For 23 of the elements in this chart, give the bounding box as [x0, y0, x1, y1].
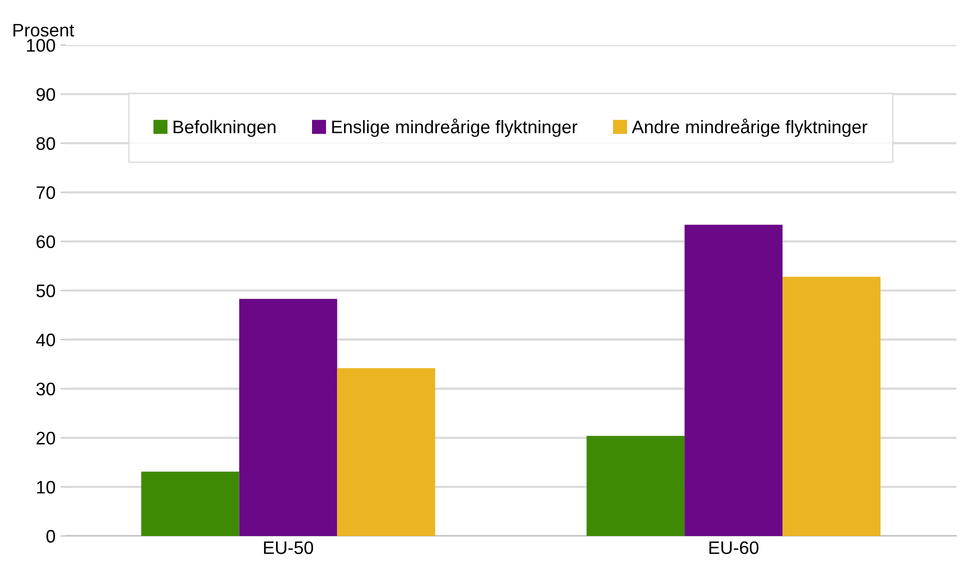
bar [239, 298, 338, 536]
y-axis-title: Prosent [14, 24, 74, 37]
y-tick-label: 50 [36, 284, 56, 298]
bar [782, 276, 881, 536]
y-tick-label: 70 [36, 186, 56, 200]
y-tick-label: 60 [36, 235, 56, 248]
x-tick-label: EU-60 [709, 541, 758, 554]
y-tick-label: 80 [36, 137, 56, 150]
x-tick-label: EU-50 [264, 541, 314, 554]
bar [141, 472, 240, 536]
y-tick-label: 20 [36, 432, 56, 445]
bar [684, 224, 783, 536]
y-tick-label: 90 [36, 88, 56, 101]
bar [586, 436, 685, 536]
legend-label: Enslige mindreårige flyktninger [332, 118, 578, 137]
bar [337, 368, 436, 536]
y-tick-label: 10 [37, 480, 56, 494]
y-tick-label: 100 [27, 38, 56, 52]
y-tick-label: 30 [36, 382, 56, 396]
legend-label: Befolkningen [174, 120, 276, 137]
legend-label: Andre mindreårige flyktninger [632, 118, 868, 137]
y-tick-label: 0 [46, 530, 56, 543]
y-tick-label: 40 [36, 334, 56, 346]
